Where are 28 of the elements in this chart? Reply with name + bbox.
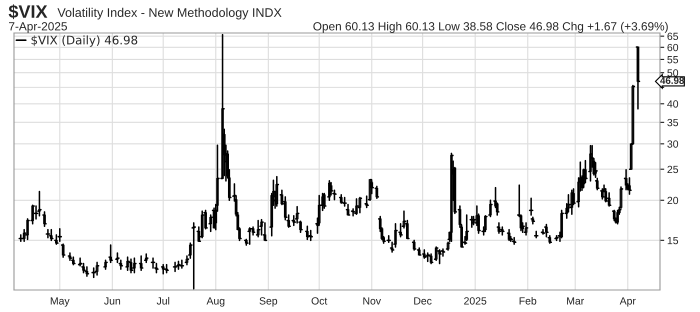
y-tick-label: 50: [667, 69, 678, 77]
text: Open 60.13 High 60.13 Low 38.58 Close 46.98 Chg +1.67 (+3.69%): [313, 22, 668, 33]
y-tick-label: 40: [667, 100, 678, 108]
y-tick-label: 15: [668, 236, 678, 244]
legend-label: $VIX (Daily) 46.98: [32, 35, 138, 47]
annotation: 46.98: [660, 77, 684, 84]
x-tick-label: Oct: [312, 297, 328, 305]
y-tick-label: 55: [667, 56, 678, 64]
x-tick-label: 2025: [464, 297, 486, 305]
x-tick-label: Aug: [206, 297, 224, 307]
x-tick-label: Mar: [567, 297, 584, 305]
x-tick-label: Nov: [363, 297, 381, 305]
chart-subtitle: Volatility Index - New Methodology INDX: [57, 8, 282, 20]
y-tick-label: 20: [667, 196, 678, 204]
x-tick-label: Jul: [156, 296, 170, 305]
y-tick-label: 60: [667, 44, 678, 52]
x-tick-label: Dec: [414, 297, 432, 305]
y-tick-label: 30: [667, 140, 678, 148]
text: 7-Apr-2025: [9, 22, 67, 33]
chart-title: $VIX: [8, 4, 48, 20]
x-tick-label: May: [50, 297, 70, 307]
x-tick-label: Jun: [104, 297, 120, 305]
x-tick-label: Apr: [620, 297, 636, 307]
y-tick-label: 25: [667, 166, 678, 174]
x-tick-label: Feb: [520, 296, 536, 305]
y-tick-label: 35: [667, 118, 678, 126]
x-tick-label: Sep: [260, 297, 278, 307]
y-tick-label: 65: [667, 32, 678, 40]
